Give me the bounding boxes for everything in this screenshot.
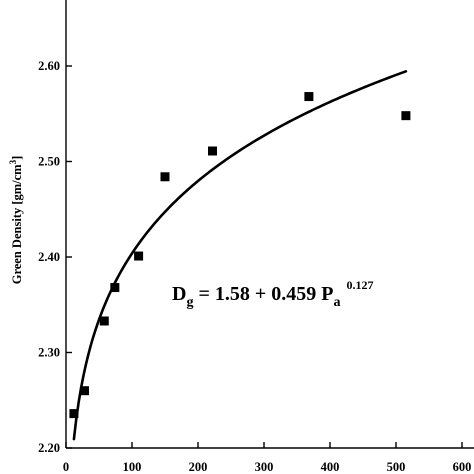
x-tick-label: 600 [453, 460, 472, 474]
fit-equation: Dg = 1.58 + 0.459 Pa0.127 [172, 278, 373, 310]
y-axis-label-superscript: 3 [8, 159, 18, 164]
x-tick-label: 400 [321, 460, 340, 474]
data-point [69, 409, 79, 419]
y-tick-label: 2.50 [38, 155, 60, 169]
data-point [79, 386, 89, 396]
fit-curve [72, 70, 408, 441]
x-tick-label: 200 [189, 460, 208, 474]
fit-equation-rhs-subscript: a [333, 295, 340, 310]
axis-tick-labels: 0 100 200 300 400 500 600 2.20 2.30 2.40 2.50 2.60 [38, 59, 471, 474]
data-point [160, 172, 170, 182]
y-axis-label: Green Density [gm/cm3] [8, 156, 24, 285]
data-point [208, 146, 218, 156]
axis-ticks [65, 65, 463, 449]
data-point [99, 316, 109, 326]
y-tick-label: 2.20 [38, 441, 60, 455]
data-point [110, 283, 120, 293]
data-point [304, 92, 314, 102]
y-tick-label: 2.40 [38, 250, 60, 264]
fit-equation-lhs-subscript: g [186, 295, 193, 310]
x-tick-label: 100 [123, 460, 142, 474]
data-point [401, 111, 411, 121]
x-tick-label: 500 [387, 460, 406, 474]
y-tick-label: 2.30 [38, 346, 60, 360]
data-point [134, 251, 144, 261]
y-tick-label: 2.60 [38, 59, 60, 73]
data-points [69, 92, 411, 419]
x-tick-label: 300 [255, 460, 274, 474]
x-tick-label: 0 [63, 460, 69, 474]
fit-equation-exponent: 0.127 [346, 278, 373, 292]
plot-frame [65, 0, 474, 449]
